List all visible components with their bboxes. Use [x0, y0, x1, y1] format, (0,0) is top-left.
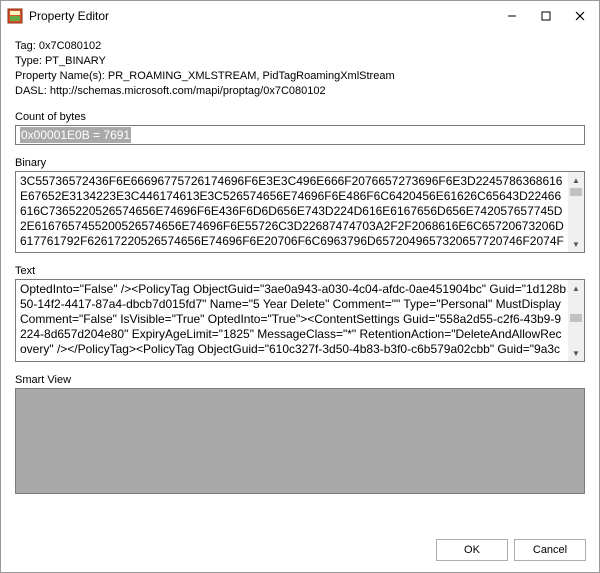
- meta-dasl: DASL: http://schemas.microsoft.com/mapi/…: [15, 84, 585, 99]
- cancel-button[interactable]: Cancel: [514, 539, 586, 561]
- count-field[interactable]: 0x00001E0B = 7691: [15, 125, 585, 145]
- text-label: Text: [15, 265, 585, 277]
- minimize-button[interactable]: [495, 2, 529, 30]
- binary-label: Binary: [15, 157, 585, 169]
- scroll-up-icon[interactable]: ▲: [568, 172, 584, 188]
- window-title: Property Editor: [29, 9, 495, 23]
- app-icon: [7, 8, 23, 24]
- count-label: Count of bytes: [15, 111, 585, 123]
- binary-scrollbar[interactable]: ▲ ▼: [568, 172, 584, 252]
- smartview-label: Smart View: [15, 374, 585, 386]
- binary-text: 3C55736572436F6E66696775726174696F6E3E3C…: [20, 174, 566, 250]
- meta-property-names: Property Name(s): PR_ROAMING_XMLSTREAM, …: [15, 69, 585, 84]
- scroll-thumb[interactable]: [570, 188, 582, 196]
- ok-button[interactable]: OK: [436, 539, 508, 561]
- meta-type: Type: PT_BINARY: [15, 54, 585, 69]
- dialog-buttons: OK Cancel: [436, 539, 586, 561]
- maximize-button[interactable]: [529, 2, 563, 30]
- count-value: 0x00001E0B = 7691: [20, 127, 131, 143]
- binary-field[interactable]: 3C55736572436F6E66696775726174696F6E3E3C…: [15, 171, 585, 253]
- content-area: Tag: 0x7C080102 Type: PT_BINARY Property…: [1, 31, 599, 504]
- scroll-down-icon[interactable]: ▼: [568, 345, 584, 361]
- scroll-down-icon[interactable]: ▼: [568, 236, 584, 252]
- titlebar: Property Editor: [1, 1, 599, 31]
- scroll-up-icon[interactable]: ▲: [568, 280, 584, 296]
- text-field[interactable]: OptedInto="False" /><PolicyTag ObjectGui…: [15, 279, 585, 362]
- smartview-field: [15, 388, 585, 494]
- close-button[interactable]: [563, 2, 597, 30]
- scroll-track[interactable]: [568, 296, 584, 345]
- scroll-track[interactable]: [568, 188, 584, 236]
- meta-tag: Tag: 0x7C080102: [15, 39, 585, 54]
- text-scrollbar[interactable]: ▲ ▼: [568, 280, 584, 361]
- text-text: OptedInto="False" /><PolicyTag ObjectGui…: [20, 282, 566, 359]
- scroll-thumb[interactable]: [570, 314, 582, 322]
